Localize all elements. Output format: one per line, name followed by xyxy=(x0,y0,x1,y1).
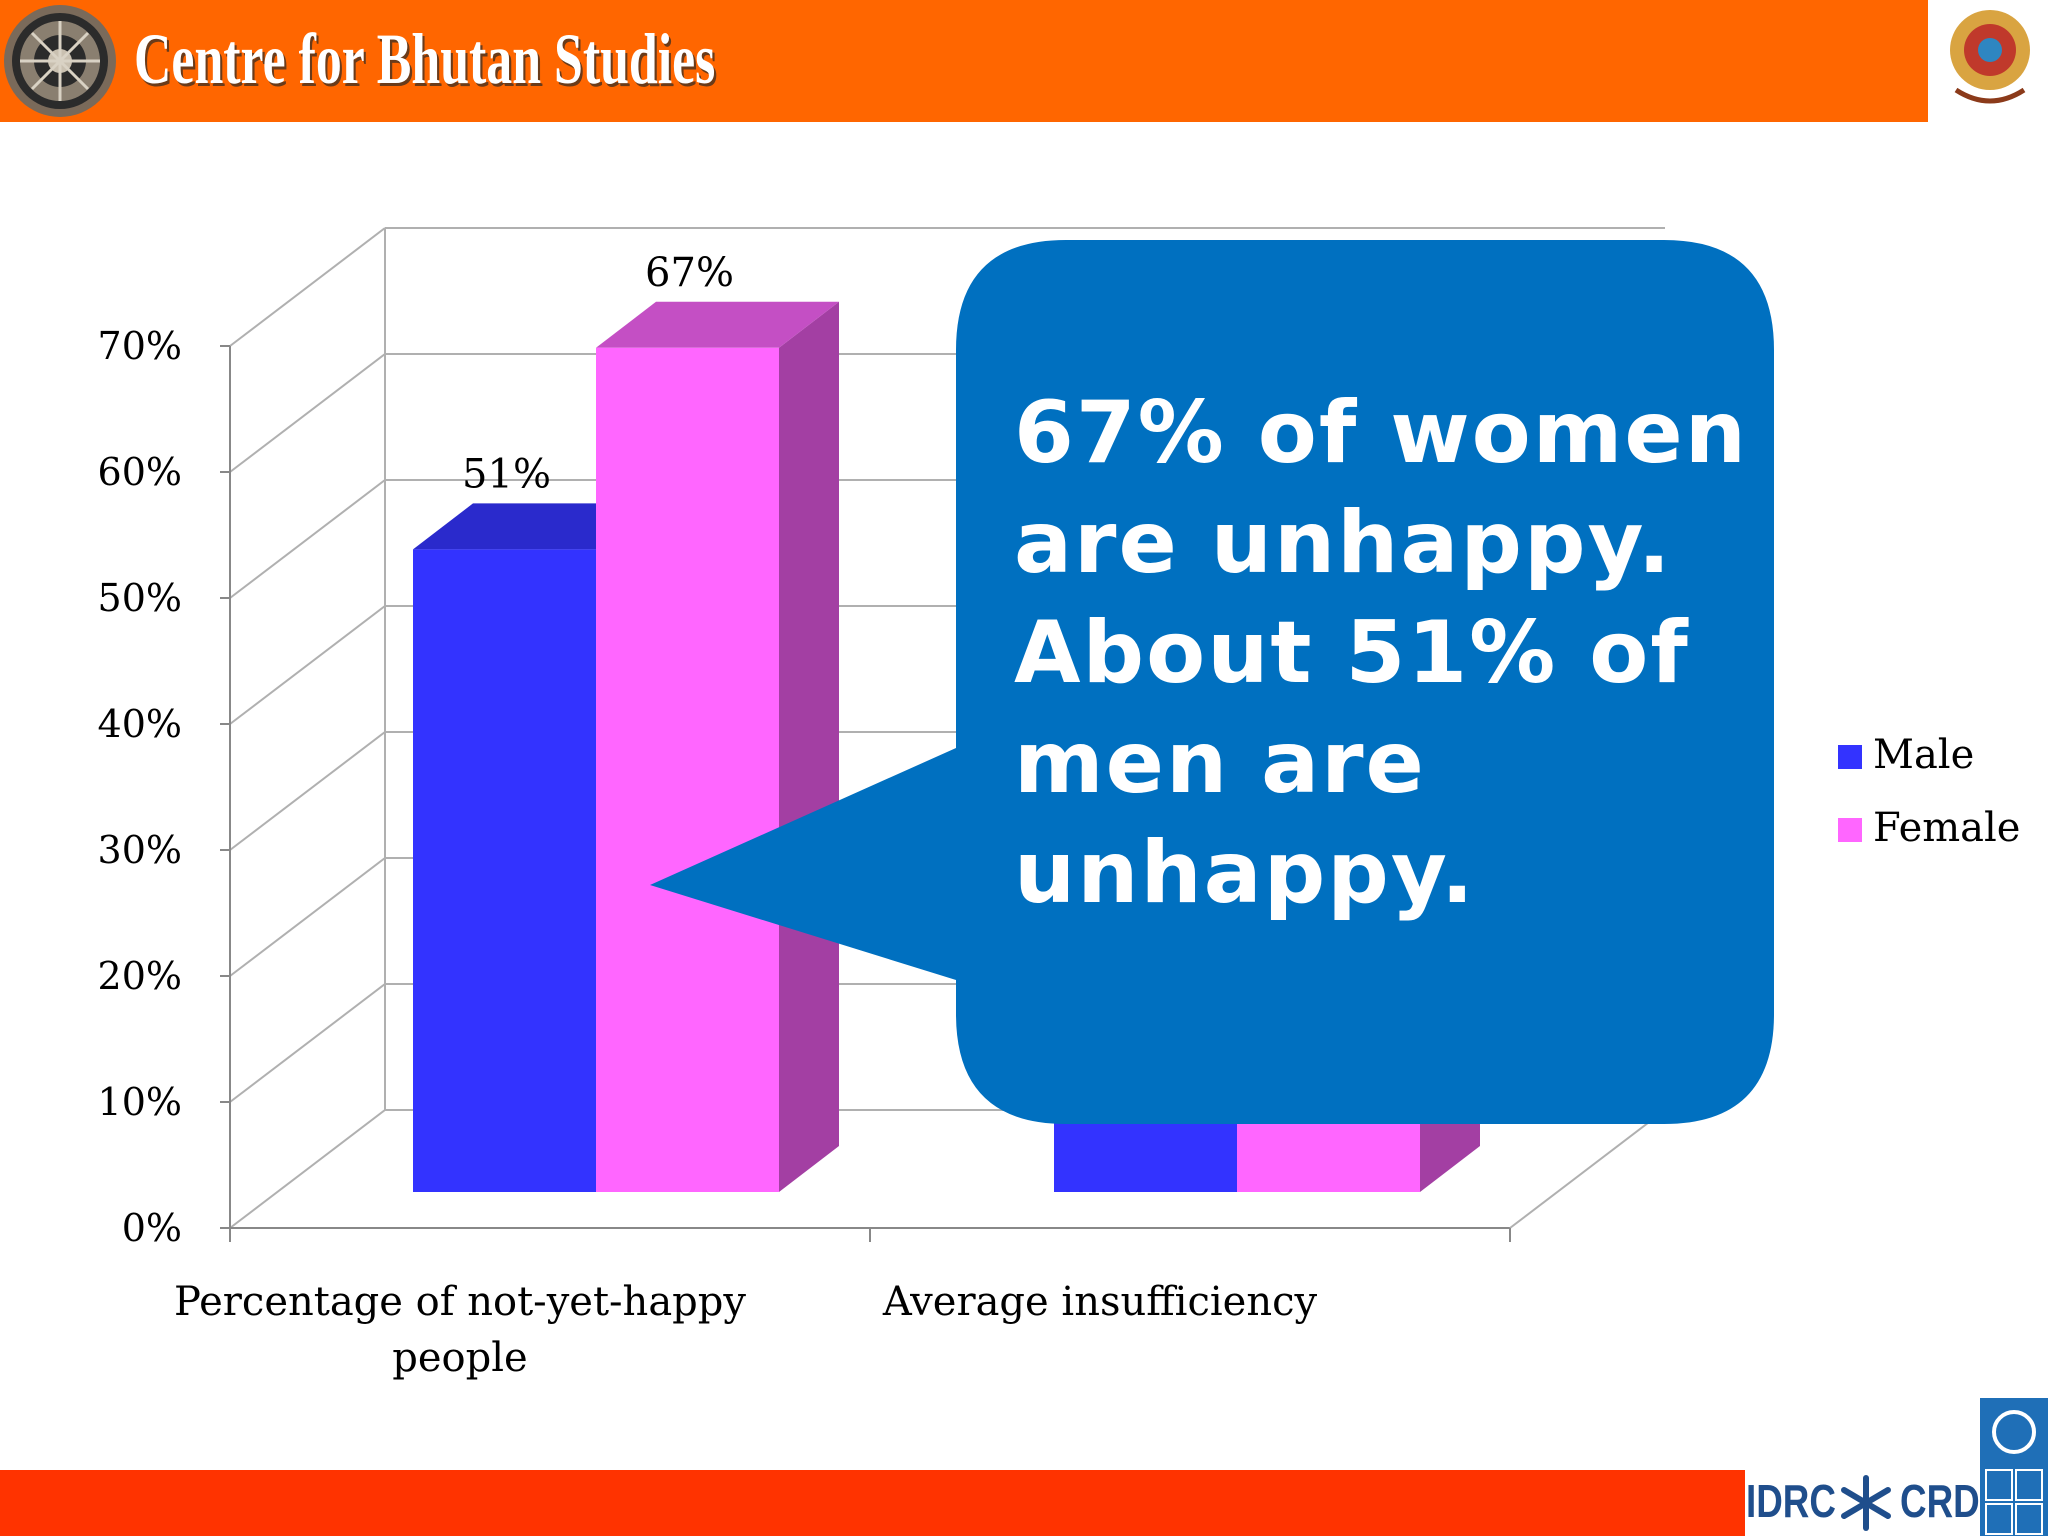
legend-swatch xyxy=(1838,745,1862,769)
y-tick-label: 40% xyxy=(98,702,182,746)
callout-bubble xyxy=(650,240,1774,1124)
bar-top xyxy=(413,503,656,550)
gridline-side xyxy=(229,353,386,473)
y-tick-label: 50% xyxy=(98,576,182,620)
gridline-side xyxy=(229,605,386,725)
gridline-side xyxy=(229,479,386,599)
bhutan-emblem-icon xyxy=(1928,0,2048,122)
header-bar xyxy=(0,0,2048,122)
legend-label: Male xyxy=(1873,732,1974,778)
bar-top xyxy=(596,301,839,348)
gridline-side xyxy=(229,983,386,1103)
cbs-wheel-logo xyxy=(4,5,116,117)
y-tick-label: 30% xyxy=(98,828,182,872)
y-tick-label: 20% xyxy=(98,954,182,998)
x-category-label: Percentage of not-yet-happy people xyxy=(174,1279,746,1381)
gridline-side xyxy=(229,731,386,851)
floor-right-edge xyxy=(1509,1109,1666,1229)
bar-female xyxy=(1237,1116,1420,1192)
y-tick-label: 10% xyxy=(98,1080,182,1124)
footer-bar xyxy=(0,1470,1745,1536)
legend-label: Female xyxy=(1873,805,2020,851)
idrc-logo-text: IDRC xyxy=(1746,1475,1836,1527)
data-label: 51% xyxy=(462,451,551,497)
gridline-side xyxy=(229,857,386,977)
callout-text: 67% of women are unhappy. About 51% of m… xyxy=(1014,383,1748,923)
y-tick-label: 0% xyxy=(122,1206,182,1250)
undp-logo xyxy=(1980,1398,2048,1536)
legend-swatch xyxy=(1838,818,1862,842)
idrc-star-icon xyxy=(1841,1475,1891,1531)
bar-male xyxy=(413,549,596,1192)
bar-side xyxy=(779,301,839,1192)
data-label: 67% xyxy=(645,250,734,296)
y-tick-label: 60% xyxy=(98,450,182,494)
crdi-logo-text: CRDI xyxy=(1900,1475,1990,1527)
x-category-label: Average insufficiency xyxy=(882,1279,1318,1325)
gridline-side xyxy=(229,227,386,347)
y-tick-label: 70% xyxy=(98,324,182,368)
header-title: Centre for Bhutan Studies xyxy=(134,19,716,99)
bar-female xyxy=(596,347,779,1192)
gridline-side xyxy=(229,1109,386,1229)
bar-male xyxy=(1054,1116,1237,1192)
